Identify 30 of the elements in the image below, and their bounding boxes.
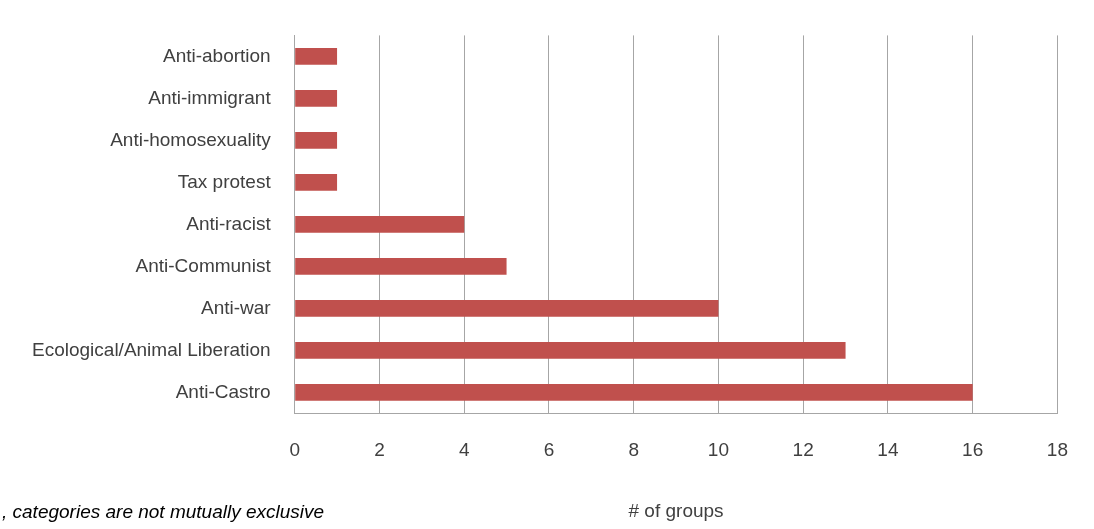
y-tick-label: Anti-Communist xyxy=(135,254,272,276)
x-tick-label: 12 xyxy=(792,439,814,461)
y-tick-label: Anti-racist xyxy=(186,212,272,234)
bar xyxy=(295,258,507,275)
bar xyxy=(295,300,719,317)
y-tick-label: Anti-Castro xyxy=(175,380,271,402)
bar xyxy=(295,342,846,359)
y-tick-label: Anti-war xyxy=(201,296,272,318)
x-tick-label: 0 xyxy=(289,439,300,461)
y-tick-label: Anti-abortion xyxy=(162,44,271,66)
x-tick-label: 16 xyxy=(962,439,984,461)
bar xyxy=(295,384,973,401)
x-tick-label: 8 xyxy=(628,439,639,461)
bar xyxy=(295,48,338,65)
text: , categories are not mutually exclusive xyxy=(2,501,325,523)
bar xyxy=(295,216,465,233)
x-axis-title: # of groups xyxy=(628,499,724,521)
x-tick-label: 2 xyxy=(374,439,385,461)
bar xyxy=(295,90,338,107)
y-tick-label: Anti-immigrant xyxy=(148,86,272,108)
bar xyxy=(295,132,338,149)
x-tick-label: 14 xyxy=(877,439,899,461)
y-tick-label: Anti-homosexuality xyxy=(110,128,272,150)
x-tick-label: 4 xyxy=(458,439,470,461)
x-tick-label: 10 xyxy=(707,439,730,461)
y-tick-label: Ecological/Animal Liberation xyxy=(32,338,271,360)
bar xyxy=(295,174,338,191)
x-tick-label: 6 xyxy=(543,439,555,461)
x-tick-label: 18 xyxy=(1046,439,1068,461)
y-tick-label: Tax protest xyxy=(177,170,272,192)
